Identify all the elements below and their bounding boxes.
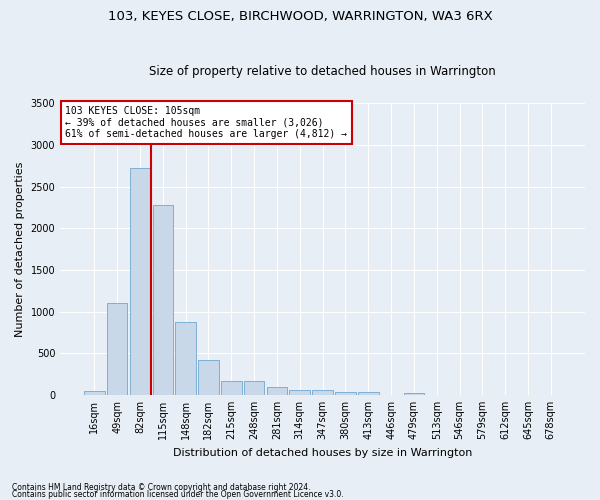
Bar — [175, 322, 196, 395]
Bar — [358, 392, 379, 395]
Y-axis label: Number of detached properties: Number of detached properties — [15, 162, 25, 337]
Text: 103 KEYES CLOSE: 105sqm
← 39% of detached houses are smaller (3,026)
61% of semi: 103 KEYES CLOSE: 105sqm ← 39% of detache… — [65, 106, 347, 140]
Bar — [244, 381, 265, 395]
Title: Size of property relative to detached houses in Warrington: Size of property relative to detached ho… — [149, 66, 496, 78]
Bar — [107, 304, 127, 395]
Bar — [313, 390, 333, 395]
Bar — [404, 394, 424, 395]
Text: Contains HM Land Registry data © Crown copyright and database right 2024.: Contains HM Land Registry data © Crown c… — [12, 484, 311, 492]
X-axis label: Distribution of detached houses by size in Warrington: Distribution of detached houses by size … — [173, 448, 472, 458]
Bar — [266, 388, 287, 395]
Text: 103, KEYES CLOSE, BIRCHWOOD, WARRINGTON, WA3 6RX: 103, KEYES CLOSE, BIRCHWOOD, WARRINGTON,… — [107, 10, 493, 23]
Bar — [198, 360, 219, 395]
Bar — [84, 391, 104, 395]
Bar — [221, 381, 242, 395]
Bar — [130, 168, 150, 395]
Text: Contains public sector information licensed under the Open Government Licence v3: Contains public sector information licen… — [12, 490, 344, 499]
Bar — [289, 390, 310, 395]
Bar — [152, 205, 173, 395]
Bar — [335, 392, 356, 395]
